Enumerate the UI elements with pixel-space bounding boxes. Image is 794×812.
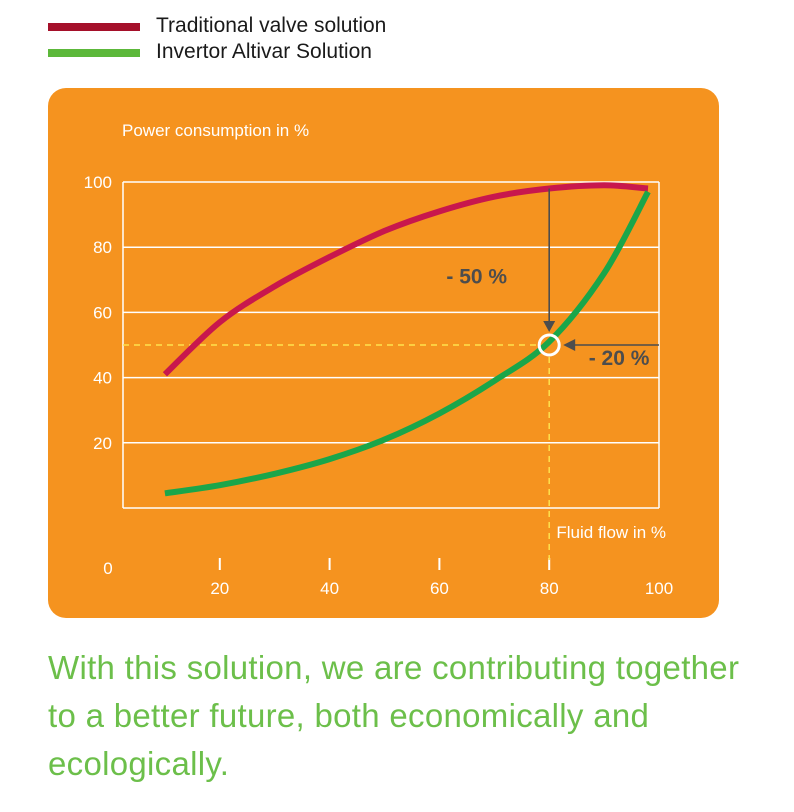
x-tick-label-60: 60: [430, 579, 449, 598]
tagline-line-3: ecologically.: [48, 745, 230, 782]
arrow-20-head: [563, 339, 576, 351]
legend-label-traditional: Traditional valve solution: [156, 14, 387, 37]
power-consumption-chart: 20 40 60 80 100 0 20 40 60 80 100 Power consumption…: [84, 121, 674, 598]
highlight-point-marker: [537, 333, 561, 357]
x-axis-title: Fluid flow in %: [556, 523, 666, 542]
invertor-altivar-line: [164, 190, 651, 497]
legend-label-invertor: Invertor Altivar Solution: [156, 40, 372, 63]
y-tick-label-100: 100: [84, 173, 112, 192]
arrow-50-head: [543, 321, 556, 332]
x-tick-label-80: 80: [540, 579, 559, 598]
y-tick-label-60: 60: [93, 303, 112, 322]
traditional-valve-line: [162, 182, 649, 377]
y-axis-title: Power consumption in %: [122, 121, 309, 140]
legend-swatch-invertor: [48, 49, 140, 57]
x-tick-label-100: 100: [645, 579, 673, 598]
x-tick-label-20: 20: [210, 579, 229, 598]
chart-panel: 20 40 60 80 100 0 20 40 60 80 100 Power consumption…: [48, 88, 719, 618]
tagline-line-1: With this solution, we are contributing …: [48, 649, 740, 686]
y-tick-label-20: 20: [93, 434, 112, 453]
y-tick-label-80: 80: [93, 238, 112, 257]
x-tick-label-40: 40: [320, 579, 339, 598]
tagline: With this solution, we are contributing …: [48, 644, 748, 788]
legend-swatch-traditional: [48, 23, 140, 31]
y-tick-label-40: 40: [93, 369, 112, 388]
origin-label: 0: [103, 559, 112, 578]
annotation-minus-20: - 20 %: [589, 347, 650, 370]
tagline-line-2: to a better future, both economically an…: [48, 697, 650, 734]
annotation-minus-50: - 50 %: [446, 266, 507, 289]
